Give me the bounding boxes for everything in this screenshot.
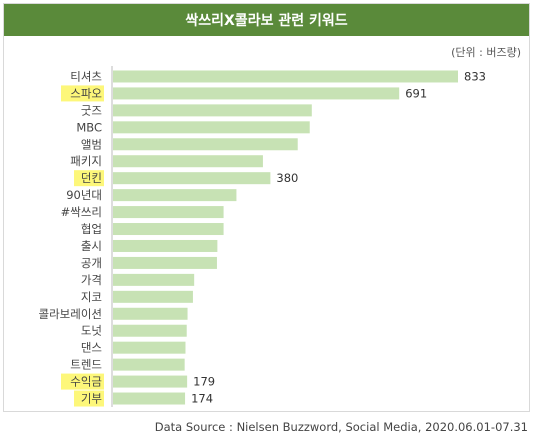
bar	[113, 206, 224, 219]
category-label: 90년대	[66, 188, 102, 202]
bar	[113, 392, 186, 405]
bar	[113, 121, 310, 134]
data-label: 691	[405, 86, 427, 100]
category-label: 협업	[81, 222, 102, 236]
bar	[113, 155, 263, 168]
bar	[113, 341, 186, 354]
bar	[113, 138, 298, 151]
bar	[113, 358, 185, 371]
category-label: 댄스	[81, 341, 102, 355]
category-label: 티셔츠	[70, 69, 102, 83]
category-label: 굿즈	[81, 103, 102, 117]
category-label: 도넛	[81, 324, 102, 338]
data-label: 833	[464, 69, 486, 83]
label-highlight	[61, 373, 104, 390]
chart-title: 싹쓰리X콜라보 관련 키워드	[4, 4, 529, 36]
category-label: #싹쓰리	[61, 205, 102, 219]
label-highlight	[61, 85, 104, 102]
category-label: 던킨	[81, 171, 102, 185]
category-label: 패키지	[70, 154, 102, 168]
bar	[113, 70, 458, 83]
label-highlight	[74, 170, 104, 187]
category-label: 지코	[81, 290, 102, 304]
category-label: 수익금	[70, 375, 102, 389]
category-label: 공개	[81, 256, 102, 270]
category-label: 트렌드	[70, 358, 102, 372]
bar	[113, 104, 312, 117]
data-label: 179	[193, 375, 215, 389]
category-label: 콜라보레이션	[39, 307, 102, 321]
bar	[113, 87, 400, 100]
category-label: 가격	[81, 273, 102, 287]
data-label: 174	[191, 392, 213, 406]
bar	[113, 273, 195, 286]
category-label: 앨범	[81, 137, 102, 151]
bar	[113, 324, 187, 337]
bar	[113, 256, 217, 269]
bar	[113, 375, 188, 388]
bar	[113, 290, 193, 303]
bar	[113, 172, 271, 185]
category-label: 기부	[81, 392, 102, 406]
data-source: Data Source : Nielsen Buzzword, Social M…	[154, 420, 528, 434]
label-highlight	[74, 390, 104, 407]
bar	[113, 307, 188, 320]
bar	[113, 223, 224, 236]
unit-label: (단위 : 버즈량)	[451, 46, 521, 59]
category-label: 출시	[81, 239, 102, 253]
bar	[113, 189, 237, 202]
category-label: 스파오	[70, 86, 102, 100]
data-label: 380	[276, 171, 298, 185]
bar	[113, 239, 218, 252]
category-label: MBC	[76, 120, 102, 134]
